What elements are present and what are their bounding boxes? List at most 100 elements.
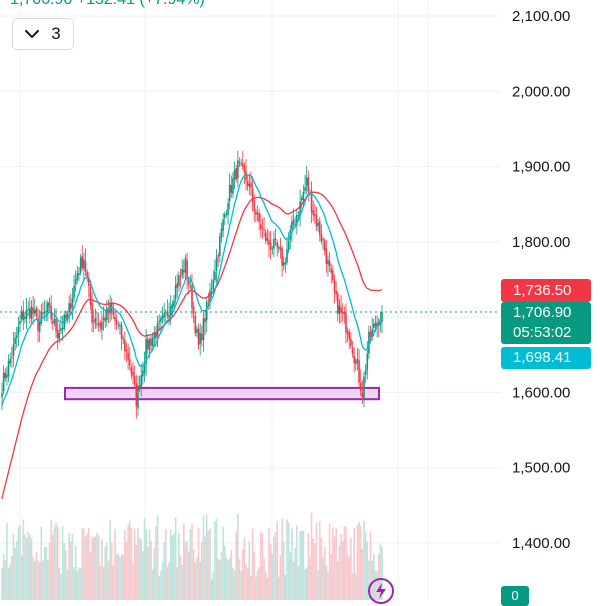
candle-body bbox=[97, 323, 100, 325]
volume-bar bbox=[302, 531, 305, 600]
candle-body bbox=[115, 319, 118, 325]
candle-body bbox=[91, 303, 93, 323]
volume-bar bbox=[318, 521, 321, 600]
volume-bar bbox=[15, 541, 18, 600]
candle-body bbox=[246, 180, 249, 186]
volume-bar bbox=[117, 553, 120, 600]
volume-bar bbox=[130, 527, 133, 600]
volume-bar bbox=[124, 529, 126, 600]
volume-bar bbox=[343, 526, 346, 600]
candle-body bbox=[318, 221, 321, 236]
volume-bar bbox=[348, 557, 351, 600]
flash-icon[interactable] bbox=[368, 578, 394, 604]
candle-body bbox=[348, 332, 351, 340]
candle-body bbox=[269, 242, 272, 250]
volume-bar bbox=[91, 536, 93, 600]
volume-bar bbox=[178, 533, 180, 600]
candle-body bbox=[333, 280, 336, 292]
volume-bar bbox=[263, 558, 265, 600]
volume-bar bbox=[156, 515, 159, 600]
volume-bar bbox=[183, 523, 185, 600]
volume-bar bbox=[78, 567, 80, 600]
candle-body bbox=[266, 238, 269, 241]
indicators-toggle-button[interactable]: 3 bbox=[12, 18, 74, 50]
candle-body bbox=[138, 385, 141, 390]
volume-bar bbox=[60, 573, 62, 600]
candle-body bbox=[169, 306, 172, 316]
candle-body bbox=[42, 312, 44, 315]
support-zone-rectangle[interactable] bbox=[64, 386, 380, 401]
volume-bar bbox=[238, 559, 241, 600]
candle-body bbox=[354, 360, 357, 365]
candle-body bbox=[212, 280, 215, 290]
volume-bar bbox=[192, 549, 195, 600]
candle-body bbox=[237, 160, 239, 179]
volume-bar bbox=[84, 536, 87, 600]
candle-body bbox=[196, 329, 198, 333]
candle-body bbox=[117, 325, 120, 327]
price-axis-tick-label: 2,000.00 bbox=[512, 83, 570, 100]
candle-body bbox=[6, 374, 8, 378]
volume-bar bbox=[361, 548, 364, 600]
candle-body bbox=[201, 333, 203, 341]
candle-body bbox=[328, 261, 331, 267]
price-axis[interactable]: 2,100.00 2,000.00 1,900.00 1,800.00 1,600.00… bbox=[512, 8, 570, 552]
volume-bar bbox=[151, 569, 154, 600]
volume-bar bbox=[369, 531, 372, 600]
volume-bar bbox=[164, 529, 167, 600]
candle-body bbox=[176, 282, 179, 288]
candle-body bbox=[287, 240, 290, 251]
volume-bar bbox=[83, 528, 85, 600]
candle-body bbox=[51, 321, 54, 324]
candle-body bbox=[22, 310, 25, 321]
candle-body bbox=[351, 348, 354, 355]
candle-body bbox=[2, 372, 5, 392]
volume-bar bbox=[336, 561, 339, 600]
candle-body bbox=[161, 315, 164, 320]
candle-body bbox=[19, 321, 21, 325]
candle-body bbox=[156, 322, 159, 337]
candle-body bbox=[4, 372, 7, 379]
candle-body bbox=[299, 201, 301, 217]
candle-body bbox=[25, 309, 28, 319]
candle-body bbox=[279, 247, 282, 250]
volume-bar bbox=[1, 568, 3, 600]
volume-bar bbox=[317, 570, 319, 600]
volume-bar bbox=[69, 541, 72, 600]
candle-body bbox=[30, 306, 33, 319]
candle-body bbox=[292, 219, 295, 225]
candle-body bbox=[341, 311, 344, 314]
candle-body bbox=[181, 268, 183, 276]
candle-body bbox=[225, 213, 228, 215]
candle-body bbox=[124, 340, 126, 352]
volume-bar bbox=[48, 542, 51, 600]
candle-body bbox=[27, 308, 30, 310]
candle-body bbox=[361, 392, 364, 398]
volume-bar bbox=[235, 531, 238, 600]
candle-body bbox=[209, 290, 211, 303]
volume-bar bbox=[286, 519, 288, 600]
volume-bar bbox=[169, 529, 172, 600]
candle-body bbox=[253, 200, 256, 212]
volume-bar bbox=[138, 537, 141, 600]
volume-bar bbox=[112, 565, 115, 600]
candle-body bbox=[312, 210, 315, 216]
volume-bar bbox=[63, 542, 66, 600]
candle-body bbox=[101, 321, 103, 330]
candle-body bbox=[268, 240, 270, 245]
volume-bar bbox=[61, 526, 64, 600]
candle-body bbox=[40, 312, 43, 324]
volume-bar bbox=[189, 529, 192, 600]
candle-body bbox=[264, 232, 267, 241]
candle-body bbox=[330, 268, 333, 273]
candle-body bbox=[366, 353, 369, 371]
candle-body bbox=[332, 270, 334, 281]
volume-bar bbox=[330, 553, 333, 600]
candle-body bbox=[43, 312, 46, 314]
candle-body bbox=[14, 338, 16, 345]
volume-bar bbox=[58, 568, 61, 600]
volume-bar bbox=[368, 560, 370, 600]
candle-body bbox=[243, 165, 246, 173]
candle-body bbox=[300, 198, 303, 201]
